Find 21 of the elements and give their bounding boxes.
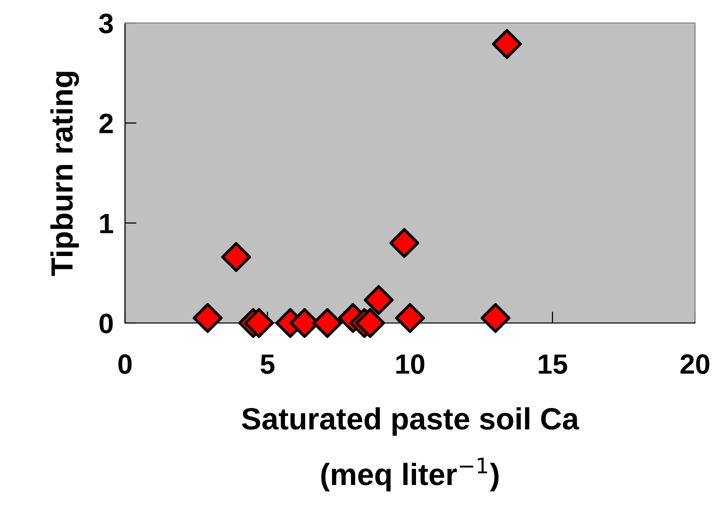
point — [244, 308, 274, 338]
point — [355, 308, 386, 338]
point — [221, 242, 252, 272]
point — [192, 303, 223, 333]
point — [492, 29, 522, 59]
point — [364, 285, 394, 315]
y-tick-label: 1 — [100, 214, 114, 234]
y-tick-label: 3 — [99, 14, 113, 34]
x-tick-label: 5 — [260, 354, 274, 374]
y-tick-label: 2 — [99, 114, 113, 134]
x-tick-label: 20 — [680, 354, 710, 374]
point — [480, 303, 510, 333]
x-tick-label: 0 — [118, 354, 132, 374]
x-tick-label: 10 — [396, 354, 424, 374]
point — [312, 308, 342, 338]
x-tick-label: 15 — [538, 354, 568, 374]
y-axis-title: Tipburn rating — [50, 72, 79, 276]
point — [395, 303, 425, 333]
y-tick-label: 0 — [100, 314, 113, 334]
point — [389, 228, 420, 258]
x-axis-title: Saturated paste soil Ca (meq liter$^{−1}$) — [242, 407, 580, 492]
